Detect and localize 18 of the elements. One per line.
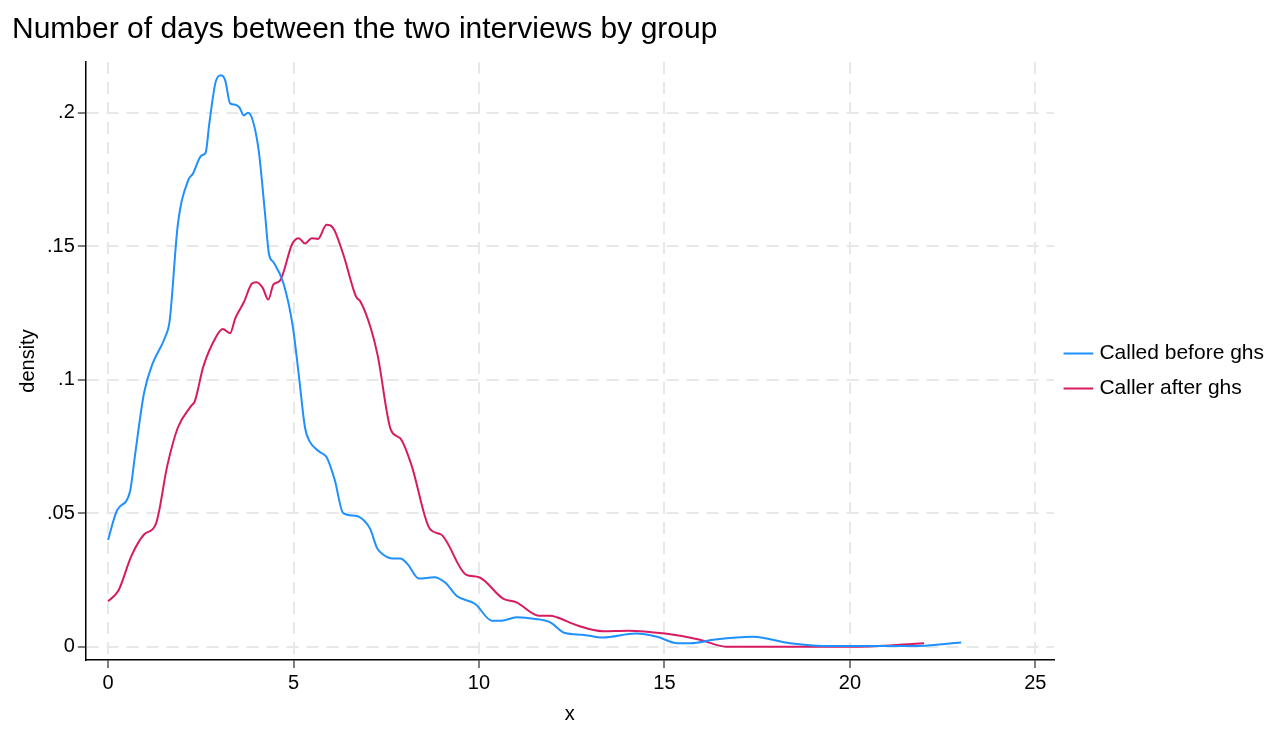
x-axis-title: x — [564, 701, 575, 724]
line-series — [107, 74, 963, 648]
y-tick-label: .15 — [46, 233, 75, 256]
x-tick-label: 25 — [1024, 670, 1047, 693]
y-tick-label: .05 — [46, 500, 75, 523]
x-tick-label: 5 — [287, 670, 300, 693]
line-series — [107, 223, 926, 648]
y-axis-title: density — [15, 329, 38, 393]
chart-title: Number of days between the two interviews by group — [12, 11, 718, 45]
legend-label: Caller after ghs — [1099, 375, 1242, 399]
y-tick-label: .1 — [58, 367, 75, 390]
y-tick-label: 0 — [63, 634, 75, 657]
x-tick-label: 15 — [653, 670, 676, 693]
legend-label: Called before ghs — [1099, 340, 1264, 364]
y-tick-label: .2 — [58, 100, 75, 123]
x-tick-label: 20 — [838, 670, 862, 693]
x-tick-label: 10 — [467, 670, 491, 693]
x-tick-label: 0 — [102, 670, 114, 693]
